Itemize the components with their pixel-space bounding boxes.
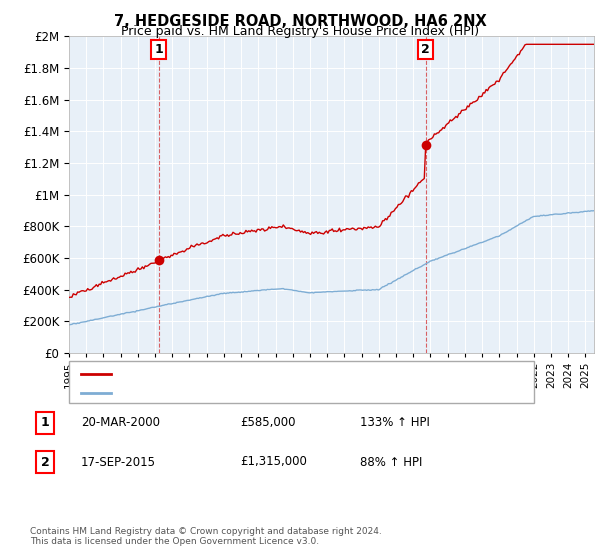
Text: 1: 1 xyxy=(41,416,49,430)
Text: £585,000: £585,000 xyxy=(240,416,296,430)
Text: HPI: Average price, detached house, Hillingdon: HPI: Average price, detached house, Hill… xyxy=(114,388,359,398)
Text: 7, HEDGESIDE ROAD, NORTHWOOD, HA6 2NX: 7, HEDGESIDE ROAD, NORTHWOOD, HA6 2NX xyxy=(113,14,487,29)
Text: 88% ↑ HPI: 88% ↑ HPI xyxy=(360,455,422,469)
Text: 133% ↑ HPI: 133% ↑ HPI xyxy=(360,416,430,430)
Text: 2: 2 xyxy=(421,43,430,56)
Text: Price paid vs. HM Land Registry's House Price Index (HPI): Price paid vs. HM Land Registry's House … xyxy=(121,25,479,38)
Text: 1: 1 xyxy=(154,43,163,56)
Text: 20-MAR-2000: 20-MAR-2000 xyxy=(81,416,160,430)
Text: 7, HEDGESIDE ROAD, NORTHWOOD, HA6 2NX (detached house): 7, HEDGESIDE ROAD, NORTHWOOD, HA6 2NX (d… xyxy=(114,368,448,379)
Text: Contains HM Land Registry data © Crown copyright and database right 2024.
This d: Contains HM Land Registry data © Crown c… xyxy=(30,526,382,546)
Text: 17-SEP-2015: 17-SEP-2015 xyxy=(81,455,156,469)
Text: £1,315,000: £1,315,000 xyxy=(240,455,307,469)
Text: 2: 2 xyxy=(41,455,49,469)
